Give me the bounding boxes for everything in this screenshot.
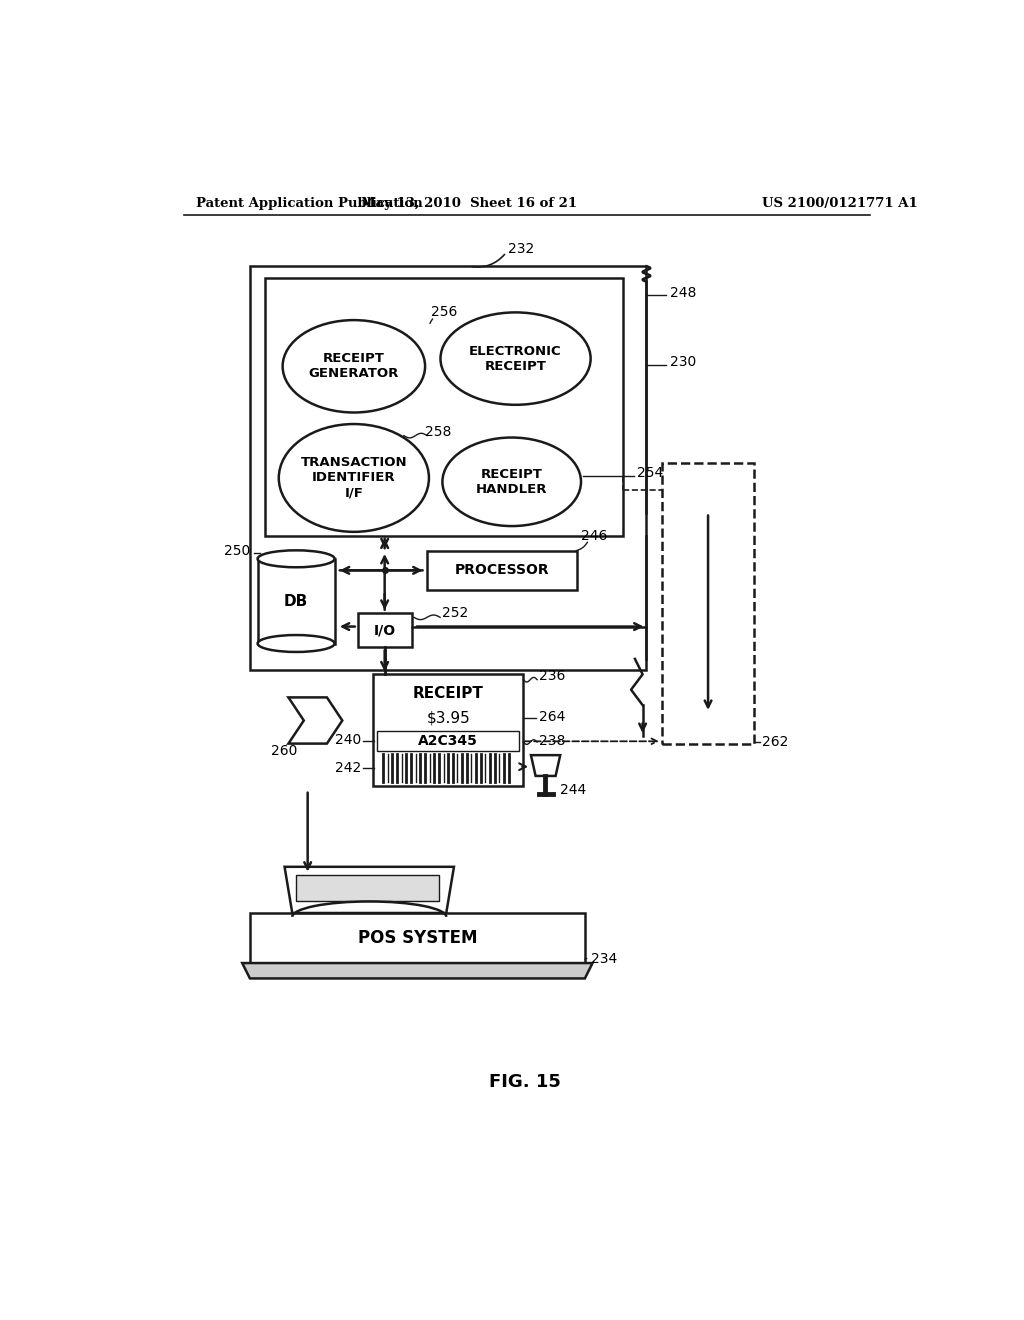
Ellipse shape	[258, 550, 335, 568]
Text: ELECTRONIC
RECEIPT: ELECTRONIC RECEIPT	[469, 345, 562, 372]
Ellipse shape	[283, 321, 425, 413]
FancyBboxPatch shape	[357, 612, 412, 647]
Text: FIG. 15: FIG. 15	[488, 1073, 561, 1092]
Text: US 2100/0121771 A1: US 2100/0121771 A1	[762, 197, 918, 210]
Text: POS SYSTEM: POS SYSTEM	[357, 929, 477, 946]
FancyBboxPatch shape	[250, 913, 585, 964]
FancyBboxPatch shape	[258, 558, 335, 644]
Text: RECEIPT
HANDLER: RECEIPT HANDLER	[476, 467, 548, 496]
Text: DB: DB	[284, 594, 308, 609]
Text: 246: 246	[581, 529, 607, 543]
FancyBboxPatch shape	[265, 277, 624, 536]
FancyBboxPatch shape	[662, 462, 755, 743]
Polygon shape	[289, 697, 342, 743]
Ellipse shape	[442, 437, 581, 527]
Text: 252: 252	[442, 606, 469, 619]
FancyBboxPatch shape	[373, 675, 523, 785]
Text: TRANSACTION
IDENTIFIER
I/F: TRANSACTION IDENTIFIER I/F	[301, 457, 408, 499]
Text: 230: 230	[670, 355, 696, 370]
Text: 260: 260	[271, 744, 298, 758]
Text: RECEIPT: RECEIPT	[413, 686, 483, 701]
Polygon shape	[285, 867, 454, 913]
Text: Patent Application Publication: Patent Application Publication	[196, 197, 423, 210]
Text: I/O: I/O	[374, 623, 395, 638]
Text: 238: 238	[539, 734, 565, 747]
Text: 242: 242	[335, 762, 361, 775]
Polygon shape	[243, 964, 593, 978]
Ellipse shape	[279, 424, 429, 532]
Text: PROCESSOR: PROCESSOR	[455, 564, 550, 577]
Text: May 13, 2010  Sheet 16 of 21: May 13, 2010 Sheet 16 of 21	[361, 197, 578, 210]
Text: $3.95: $3.95	[426, 710, 470, 726]
Text: 256: 256	[431, 305, 458, 319]
Polygon shape	[531, 755, 560, 776]
Text: 250: 250	[223, 544, 250, 558]
Text: 236: 236	[539, 669, 565, 682]
Text: 264: 264	[539, 710, 565, 725]
Text: 240: 240	[335, 733, 361, 747]
Ellipse shape	[440, 313, 591, 405]
Text: 258: 258	[425, 425, 452, 438]
Ellipse shape	[258, 635, 335, 652]
Text: 262: 262	[762, 735, 788, 748]
Text: RECEIPT
GENERATOR: RECEIPT GENERATOR	[308, 352, 399, 380]
FancyBboxPatch shape	[427, 552, 578, 590]
Text: A2C345: A2C345	[418, 734, 478, 748]
FancyBboxPatch shape	[377, 731, 519, 751]
Text: 232: 232	[508, 243, 535, 256]
Text: 244: 244	[560, 783, 587, 797]
Text: 248: 248	[670, 286, 696, 300]
FancyBboxPatch shape	[250, 267, 646, 671]
FancyBboxPatch shape	[296, 875, 438, 902]
Text: 234: 234	[591, 952, 617, 966]
Text: 254: 254	[637, 466, 664, 479]
